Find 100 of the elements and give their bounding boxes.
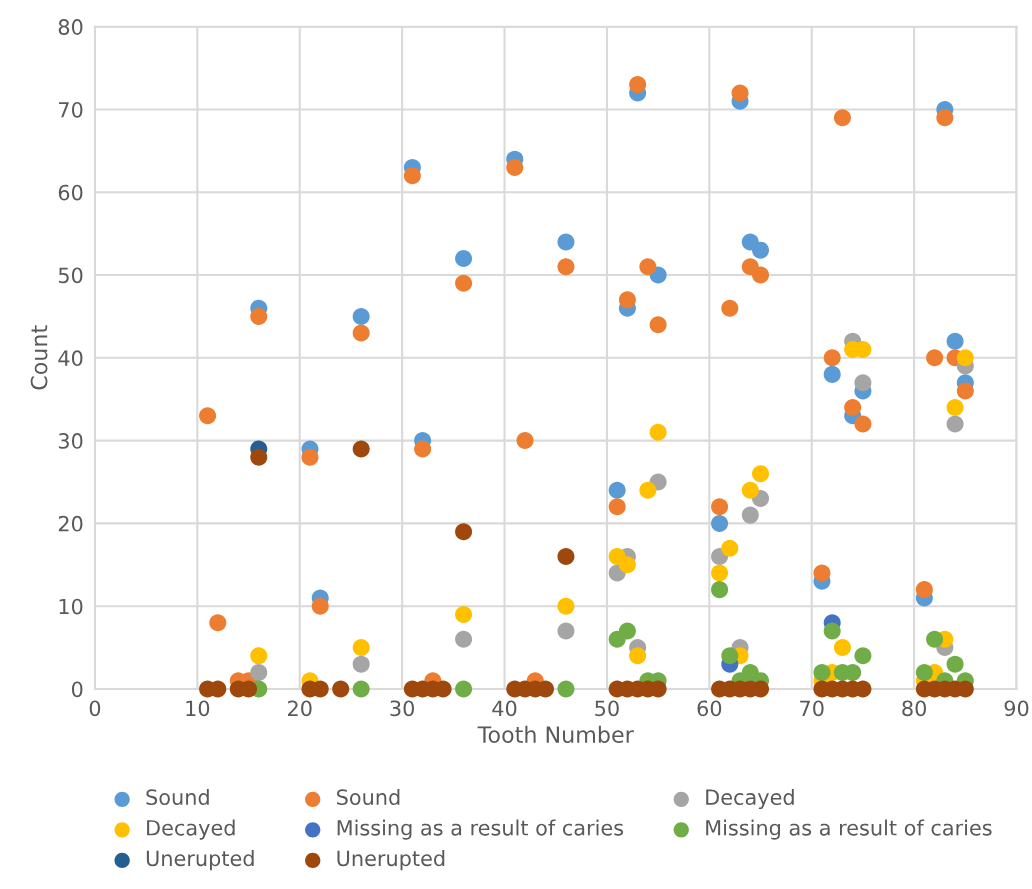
point bbox=[311, 597, 329, 615]
point bbox=[721, 539, 739, 557]
point bbox=[414, 440, 432, 458]
point bbox=[352, 307, 370, 325]
point bbox=[618, 556, 636, 574]
point bbox=[813, 663, 831, 681]
point bbox=[352, 655, 370, 673]
x-tick-label: 20 bbox=[288, 700, 312, 717]
point bbox=[741, 506, 759, 524]
point bbox=[352, 639, 370, 657]
point bbox=[752, 241, 770, 259]
point bbox=[639, 481, 657, 499]
x-tick-label: 0 bbox=[89, 700, 101, 717]
point bbox=[721, 647, 739, 665]
point bbox=[936, 109, 954, 127]
x-tick-label: 80 bbox=[902, 700, 926, 717]
point bbox=[946, 415, 964, 433]
point bbox=[455, 630, 473, 648]
point bbox=[629, 76, 647, 94]
x-tick-label: 30 bbox=[390, 700, 415, 717]
point bbox=[833, 639, 851, 657]
point bbox=[301, 448, 319, 466]
x-axis-title: Tooth Number bbox=[477, 725, 634, 744]
legend-label: Missing as a result of caries bbox=[706, 819, 992, 840]
point bbox=[455, 523, 473, 541]
x-tick-label: 50 bbox=[595, 700, 619, 717]
x-tick-label: 40 bbox=[492, 700, 517, 717]
x-tick-label: 70 bbox=[800, 700, 824, 717]
point bbox=[250, 307, 268, 325]
point bbox=[250, 647, 268, 665]
point bbox=[752, 465, 770, 483]
y-tick-label: 20 bbox=[58, 515, 83, 532]
point bbox=[557, 597, 575, 615]
point bbox=[823, 365, 841, 383]
point bbox=[352, 440, 370, 458]
point bbox=[649, 423, 667, 441]
point bbox=[721, 299, 739, 317]
point bbox=[557, 622, 575, 640]
y-tick-label: 10 bbox=[59, 598, 83, 615]
legend-label: Missing as a result of caries bbox=[337, 819, 624, 840]
legend-label: Sound bbox=[337, 788, 400, 806]
point bbox=[618, 622, 636, 640]
x-tick-label: 60 bbox=[697, 700, 722, 717]
point bbox=[854, 415, 872, 433]
point bbox=[516, 432, 534, 450]
point bbox=[506, 158, 524, 176]
y-tick-label: 80 bbox=[58, 19, 83, 35]
point bbox=[926, 630, 944, 648]
point bbox=[915, 581, 933, 599]
point bbox=[557, 680, 575, 698]
point bbox=[946, 332, 964, 350]
legend-label: Decayed bbox=[706, 788, 794, 810]
point bbox=[844, 398, 862, 416]
point bbox=[455, 274, 473, 292]
point bbox=[926, 349, 944, 367]
x-tick-label: 10 bbox=[186, 700, 210, 717]
point bbox=[711, 564, 729, 582]
point bbox=[854, 647, 872, 665]
legend-label: Unerupted bbox=[337, 850, 445, 871]
y-tick-label: 40 bbox=[58, 350, 83, 367]
point bbox=[250, 663, 268, 681]
legend-label: Decayed bbox=[147, 819, 235, 840]
y-tick-label: 50 bbox=[58, 267, 83, 284]
point bbox=[731, 84, 749, 102]
point bbox=[649, 316, 667, 334]
y-tick-label: 60 bbox=[58, 184, 83, 201]
point bbox=[629, 647, 647, 665]
point bbox=[557, 258, 575, 276]
legend-label: Unerupted bbox=[146, 850, 254, 871]
point bbox=[455, 249, 473, 267]
point bbox=[741, 481, 759, 499]
point bbox=[823, 349, 841, 367]
point bbox=[833, 109, 851, 127]
point bbox=[608, 481, 626, 499]
point bbox=[711, 498, 729, 516]
point bbox=[352, 680, 370, 698]
point bbox=[332, 680, 350, 698]
point bbox=[403, 167, 421, 185]
point bbox=[608, 498, 626, 516]
point bbox=[946, 398, 964, 416]
point bbox=[854, 374, 872, 392]
point bbox=[752, 266, 770, 284]
y-axis-title: Count bbox=[30, 325, 48, 390]
y-tick-label: 70 bbox=[59, 101, 83, 118]
legend-label: Sound bbox=[146, 788, 209, 806]
y-tick-label: 30 bbox=[58, 433, 83, 449]
point bbox=[813, 564, 831, 582]
point bbox=[956, 382, 974, 400]
point bbox=[557, 233, 575, 251]
point bbox=[915, 663, 933, 681]
point bbox=[557, 548, 575, 566]
point bbox=[455, 680, 473, 698]
point bbox=[250, 448, 268, 466]
y-tick-label: 0 bbox=[71, 681, 83, 698]
point bbox=[639, 258, 657, 276]
point bbox=[352, 324, 370, 342]
point bbox=[199, 407, 217, 425]
point bbox=[946, 655, 964, 673]
point bbox=[618, 291, 636, 309]
point bbox=[209, 614, 227, 632]
